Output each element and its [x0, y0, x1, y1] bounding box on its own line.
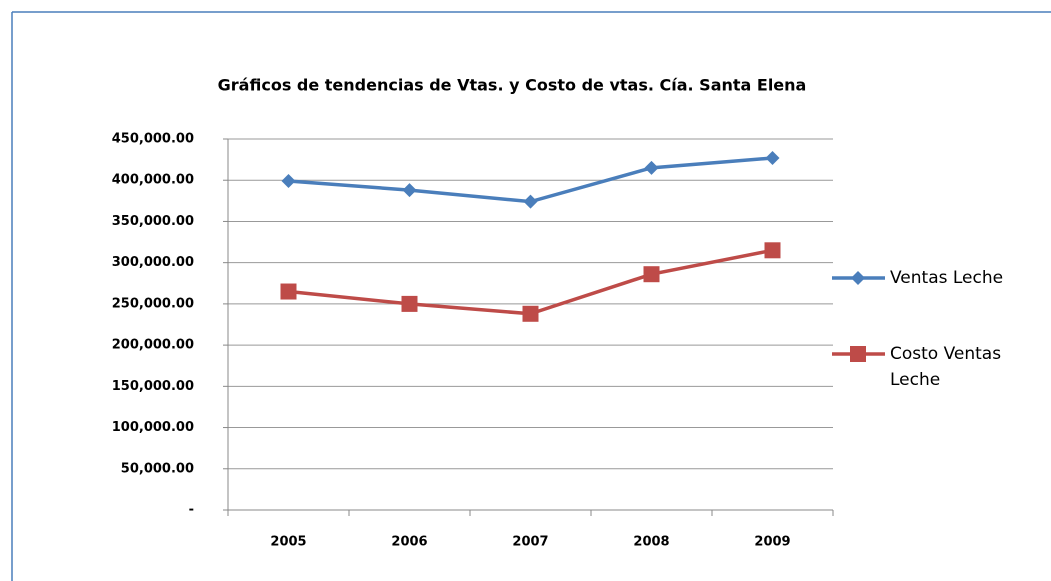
x-tick-label: 2006	[391, 535, 427, 550]
y-tick-label: 450,000.00	[112, 132, 194, 147]
data-point	[401, 295, 418, 312]
data-point	[765, 150, 780, 165]
y-tick-label: 250,000.00	[112, 296, 194, 311]
data-point	[644, 160, 659, 175]
data-point	[523, 194, 538, 209]
data-point	[280, 283, 297, 300]
data-point	[643, 266, 660, 283]
chart-title: Gráficos de tendencias de Vtas. y Costo …	[218, 76, 807, 95]
y-tick-label: 300,000.00	[112, 255, 194, 270]
data-point	[522, 305, 539, 322]
legend-marker	[851, 271, 865, 285]
y-tick-label: 400,000.00	[112, 173, 194, 188]
y-tick-label: 350,000.00	[112, 214, 194, 229]
y-tick-label: 50,000.00	[121, 461, 194, 476]
x-tick-label: 2008	[633, 535, 669, 550]
legend-label: Costo Ventas Leche	[890, 344, 1001, 390]
x-tick-label: 2009	[754, 535, 790, 550]
y-tick-label: -	[189, 503, 194, 518]
data-point	[764, 242, 781, 259]
x-tick-label: 2007	[512, 535, 548, 550]
y-tick-label: 100,000.00	[112, 420, 194, 435]
data-point	[281, 174, 296, 189]
data-point	[402, 183, 417, 198]
y-tick-label: 150,000.00	[112, 379, 194, 394]
legend-marker	[850, 346, 866, 362]
x-tick-label: 2005	[270, 535, 306, 550]
y-tick-label: 200,000.00	[112, 338, 194, 353]
legend-label: Ventas Leche	[890, 268, 1003, 288]
